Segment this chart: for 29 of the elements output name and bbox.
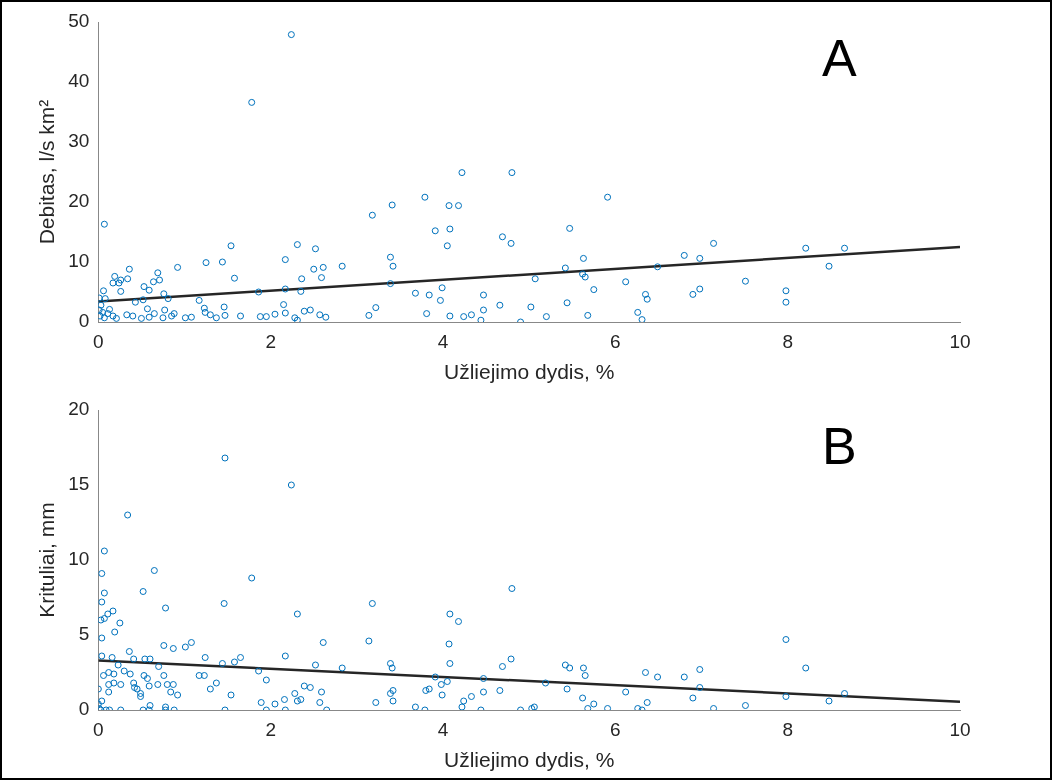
y-tick-label: 15 (68, 473, 90, 495)
x-tick-label: 2 (265, 718, 276, 740)
x-tick-label: 0 (93, 718, 104, 740)
y-tick-label: 20 (68, 398, 90, 420)
y-tick-label: 10 (68, 250, 90, 272)
x-tick-label: 6 (610, 330, 621, 352)
y-tick-label: 40 (68, 70, 90, 92)
x-tick-label: 2 (265, 330, 276, 352)
x-tick-label: 8 (782, 718, 793, 740)
annotation: A (822, 29, 858, 88)
y-tick-label: 10 (68, 548, 90, 570)
annotation: B (822, 417, 857, 476)
x-tick-label: 10 (949, 330, 971, 352)
x-tick-label: 10 (949, 718, 971, 740)
y-axis-title: Krituliai, mm (35, 502, 59, 618)
y-axis-title: Debitas, l/s km² (35, 99, 59, 245)
y-tick-label: 0 (78, 698, 90, 720)
x-tick-label: 4 (437, 330, 449, 352)
y-tick-label: 0 (78, 310, 90, 332)
y-tick-label: 20 (68, 190, 90, 212)
x-axis-title: Užliejimo dydis, % (443, 748, 615, 772)
x-tick-label: 6 (610, 718, 621, 740)
x-axis-title: Užliejimo dydis, % (443, 360, 615, 384)
y-tick-label: 30 (68, 130, 90, 152)
x-tick-label: 8 (782, 330, 793, 352)
x-tick-label: 4 (437, 718, 449, 740)
y-tick-label: 5 (78, 623, 90, 645)
y-tick-label: 50 (68, 10, 90, 32)
x-tick-label: 0 (93, 330, 104, 352)
